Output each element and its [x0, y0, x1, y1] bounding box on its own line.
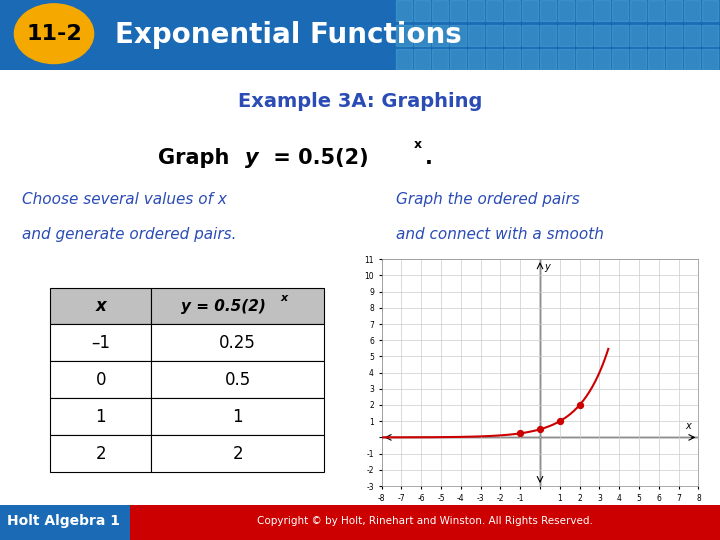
FancyBboxPatch shape	[50, 325, 151, 361]
Bar	[630, 0, 646, 21]
Text: y: y	[245, 148, 258, 168]
Text: and generate ordered pairs.: and generate ordered pairs.	[22, 227, 236, 242]
Bar	[558, 0, 574, 21]
FancyBboxPatch shape	[50, 435, 151, 472]
Bar	[594, 0, 610, 21]
Text: Exponential Functions: Exponential Functions	[115, 21, 462, 49]
Text: x: x	[281, 293, 288, 303]
Text: 2: 2	[233, 445, 243, 463]
Text: 1: 1	[96, 408, 106, 426]
Bar	[468, 49, 484, 70]
Bar	[396, 49, 412, 70]
Text: Choose several values of x: Choose several values of x	[22, 192, 227, 207]
Bar	[648, 0, 664, 21]
Bar	[414, 25, 430, 45]
Bar	[468, 0, 484, 21]
Bar	[558, 49, 574, 70]
Bar	[486, 0, 502, 21]
Text: Copyright © by Holt, Rinehart and Winston. All Rights Reserved.: Copyright © by Holt, Rinehart and Winsto…	[257, 516, 593, 526]
Bar	[648, 25, 664, 45]
Text: x: x	[414, 138, 422, 151]
Bar	[432, 25, 448, 45]
Bar	[540, 0, 556, 21]
Bar	[540, 49, 556, 70]
Bar	[558, 25, 574, 45]
Bar	[522, 25, 538, 45]
Bar	[594, 49, 610, 70]
Bar	[612, 49, 628, 70]
Point	[534, 425, 546, 434]
Text: Example 3A: Graphing: Example 3A: Graphing	[238, 92, 482, 111]
FancyBboxPatch shape	[151, 287, 324, 325]
Text: 1: 1	[233, 408, 243, 426]
Bar	[648, 49, 664, 70]
Text: –1: –1	[91, 334, 110, 352]
Bar	[684, 25, 700, 45]
Bar	[702, 0, 718, 21]
Text: x: x	[685, 421, 691, 431]
Bar	[630, 25, 646, 45]
Bar	[486, 49, 502, 70]
Bar	[540, 25, 556, 45]
Bar	[576, 25, 592, 45]
Bar	[594, 25, 610, 45]
Bar	[630, 49, 646, 70]
Bar	[396, 0, 412, 21]
Bar	[396, 25, 412, 45]
Bar	[414, 0, 430, 21]
Bar	[432, 0, 448, 21]
Bar	[666, 0, 682, 21]
Text: x: x	[96, 297, 106, 315]
Text: y = 0.5(2): y = 0.5(2)	[181, 299, 266, 314]
FancyBboxPatch shape	[151, 361, 324, 399]
Text: 0: 0	[96, 371, 106, 389]
Point	[554, 417, 566, 426]
Ellipse shape	[14, 4, 94, 64]
Text: 0.25: 0.25	[219, 334, 256, 352]
Bar	[504, 0, 520, 21]
Text: Graph the ordered pairs: Graph the ordered pairs	[396, 192, 580, 207]
Bar	[450, 49, 466, 70]
Bar	[612, 0, 628, 21]
Text: curve.: curve.	[396, 261, 444, 276]
Bar	[504, 49, 520, 70]
Text: Holt Algebra 1: Holt Algebra 1	[7, 514, 120, 528]
Point	[574, 401, 585, 409]
Text: 0.5: 0.5	[225, 371, 251, 389]
Bar	[576, 49, 592, 70]
FancyBboxPatch shape	[50, 287, 151, 325]
Bar	[702, 49, 718, 70]
Text: and connect with a smooth: and connect with a smooth	[396, 227, 604, 242]
Text: y: y	[544, 262, 549, 272]
Text: 11-2: 11-2	[26, 24, 82, 44]
Text: .: .	[425, 148, 433, 168]
Point	[515, 429, 526, 437]
Bar	[684, 0, 700, 21]
Text: = 0.5(2): = 0.5(2)	[266, 148, 369, 168]
Bar	[504, 25, 520, 45]
FancyBboxPatch shape	[50, 399, 151, 435]
Bar	[522, 49, 538, 70]
FancyBboxPatch shape	[50, 361, 151, 399]
Bar	[450, 25, 466, 45]
Text: Graph: Graph	[158, 148, 237, 168]
FancyBboxPatch shape	[151, 325, 324, 361]
Bar	[666, 49, 682, 70]
Text: 2: 2	[96, 445, 106, 463]
Bar	[486, 25, 502, 45]
Bar	[684, 49, 700, 70]
Bar	[522, 0, 538, 21]
Bar	[414, 49, 430, 70]
Bar	[612, 25, 628, 45]
Bar	[576, 0, 592, 21]
Bar	[432, 49, 448, 70]
FancyBboxPatch shape	[151, 399, 324, 435]
FancyBboxPatch shape	[151, 435, 324, 472]
Bar	[702, 25, 718, 45]
Bar	[666, 25, 682, 45]
Bar	[450, 0, 466, 21]
Bar	[468, 25, 484, 45]
